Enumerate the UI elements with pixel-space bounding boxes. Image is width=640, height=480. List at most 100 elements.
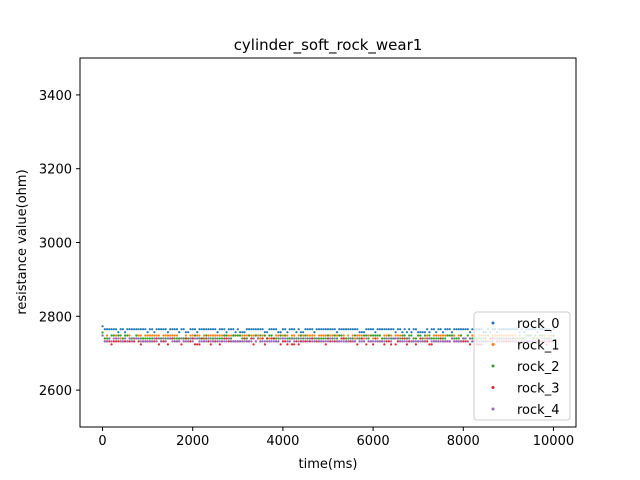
data-point [367,337,370,340]
data-point [459,340,463,343]
data-point [126,328,129,331]
data-point [358,337,361,340]
data-point [146,331,149,334]
data-point [180,337,183,340]
data-point [117,334,120,337]
data-point [299,340,303,343]
data-point [178,337,181,340]
data-point [322,340,325,343]
data-point [139,343,142,346]
data-point [290,343,294,346]
data-point [432,328,436,331]
data-point [153,340,156,343]
data-point [263,343,266,346]
data-point [227,337,230,340]
data-point [182,340,185,343]
data-point [162,337,165,340]
data-point [349,340,352,343]
data-point [349,328,352,331]
data-point [412,337,415,340]
data-point [281,334,285,337]
data-point [414,328,418,331]
data-point [198,343,201,346]
data-point [238,331,242,334]
data-point [311,328,314,331]
data-point [403,340,406,343]
data-point [184,334,188,337]
data-point [374,334,377,337]
data-point [423,340,427,343]
data-point [130,337,133,340]
x-axis-ticks: 0 2000 4000 6000 8000 10000 [98,427,574,449]
data-point [227,340,230,343]
data-point [119,340,122,343]
data-point [105,337,109,340]
data-point [444,334,447,337]
data-point [114,340,118,343]
data-point [189,328,192,331]
data-point [444,328,447,331]
data-point [385,340,388,343]
data-point [304,337,307,340]
data-point [166,334,170,337]
data-point [218,343,221,346]
data-point [448,334,451,337]
data-point [155,328,158,331]
data-point [286,343,289,346]
data-point [333,340,336,343]
data-point [128,340,131,343]
data-point [166,337,170,340]
y-tick-label: 3400 [39,89,72,104]
data-point [254,340,257,343]
data-point [353,340,357,343]
data-point [362,331,366,334]
data-point [466,340,469,343]
data-point [408,340,411,343]
data-point [139,328,142,331]
data-point [157,334,161,337]
data-point [426,337,429,340]
data-point [324,334,327,337]
data-point [331,328,334,331]
data-point [243,337,246,340]
data-point [399,334,402,337]
data-point [317,340,321,343]
data-point [347,337,350,340]
data-point [130,328,133,331]
data-point [401,340,404,343]
data-point [450,337,454,340]
data-point [394,343,397,346]
legend-entry-rock_3: rock_3 [491,382,559,397]
data-point [236,340,239,343]
data-point [297,343,300,346]
data-point [412,328,415,331]
data-point [324,340,327,343]
data-point [250,337,253,340]
data-point [322,337,325,340]
data-point [401,337,404,340]
data-point [112,328,115,331]
data-point [214,337,217,340]
data-point [311,340,314,343]
data-point [119,328,122,331]
data-point [157,337,161,340]
data-point [437,328,440,331]
data-point [216,337,219,340]
data-point [250,328,253,331]
data-point [241,337,244,340]
data-point [218,337,221,340]
data-point [444,337,447,340]
data-point [268,337,271,340]
data-point [358,340,361,343]
data-point [317,328,321,331]
data-point [441,334,445,337]
data-point [338,340,341,343]
data-point [254,328,257,331]
data-point [367,334,370,337]
data-point [437,334,440,337]
data-point [362,334,366,337]
data-point [187,340,190,343]
data-point [453,340,456,343]
data-point [247,340,251,343]
data-point [286,337,289,340]
